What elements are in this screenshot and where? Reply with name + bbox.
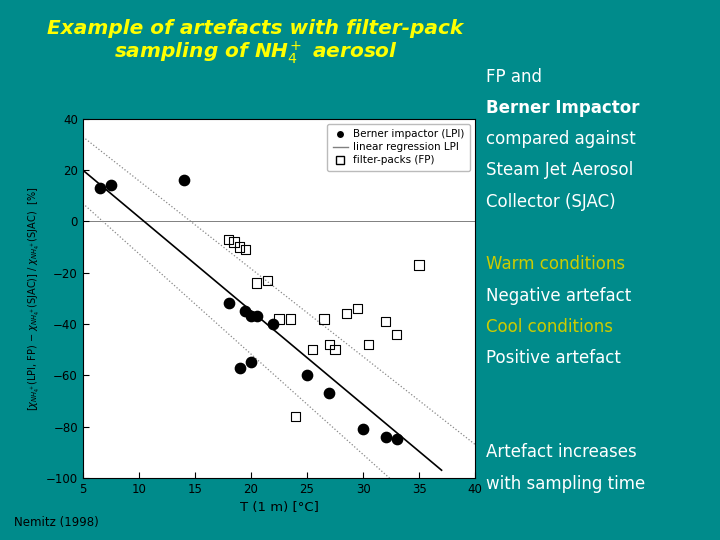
Point — [301, 371, 312, 380]
X-axis label: T (1 m) [°C]: T (1 m) [°C] — [240, 501, 318, 514]
Point — [318, 314, 330, 323]
Point — [363, 340, 374, 349]
Point — [234, 363, 246, 372]
Point — [352, 304, 364, 313]
Point — [222, 235, 234, 244]
Point — [105, 181, 117, 190]
Point — [222, 299, 234, 308]
Text: Negative artefact: Negative artefact — [486, 287, 631, 305]
Text: Nemitz (1998): Nemitz (1998) — [14, 516, 99, 529]
Point — [251, 279, 262, 287]
Text: compared against: compared against — [486, 130, 636, 148]
Text: Positive artefact: Positive artefact — [486, 349, 621, 367]
Point — [379, 317, 391, 326]
Text: Steam Jet Aerosol: Steam Jet Aerosol — [486, 161, 634, 179]
Point — [413, 261, 425, 269]
Point — [324, 340, 336, 349]
Point — [307, 346, 318, 354]
Text: Berner Impactor: Berner Impactor — [486, 99, 639, 117]
Point — [290, 412, 302, 421]
Point — [94, 184, 105, 192]
Text: Collector (SJAC): Collector (SJAC) — [486, 193, 616, 211]
Text: Warm conditions: Warm conditions — [486, 255, 625, 273]
Point — [262, 276, 274, 285]
Point — [240, 307, 251, 315]
Point — [274, 314, 285, 323]
Point — [357, 425, 369, 434]
Point — [329, 346, 341, 354]
Point — [246, 312, 257, 321]
Y-axis label: [$\chi_{NH_4^+}$(LPI, FP) $-$ $\chi_{NH_4^+}$(SJAC)] / $\chi_{NH_4^+}$(SJAC)  [%: [$\chi_{NH_4^+}$(LPI, FP) $-$ $\chi_{NH_… — [26, 186, 42, 410]
Point — [228, 238, 240, 246]
Point — [268, 320, 279, 328]
Text: Artefact increases: Artefact increases — [486, 443, 636, 461]
Point — [341, 309, 352, 318]
Text: Example of artefacts with filter-pack: Example of artefacts with filter-pack — [48, 19, 464, 38]
Text: Cool conditions: Cool conditions — [486, 318, 613, 336]
Point — [246, 358, 257, 367]
Point — [391, 435, 402, 444]
Text: with sampling time: with sampling time — [486, 475, 645, 492]
Point — [379, 433, 391, 441]
Legend: Berner impactor (LPI), linear regression LPI, filter-packs (FP): Berner impactor (LPI), linear regression… — [328, 124, 470, 171]
Point — [234, 242, 246, 251]
Point — [324, 389, 336, 397]
Text: sampling of NH$_4^+$ aerosol: sampling of NH$_4^+$ aerosol — [114, 39, 397, 66]
Point — [251, 312, 262, 321]
Point — [178, 176, 189, 185]
Text: FP and: FP and — [486, 68, 542, 85]
Point — [391, 330, 402, 339]
Point — [240, 245, 251, 254]
Point — [284, 314, 296, 323]
